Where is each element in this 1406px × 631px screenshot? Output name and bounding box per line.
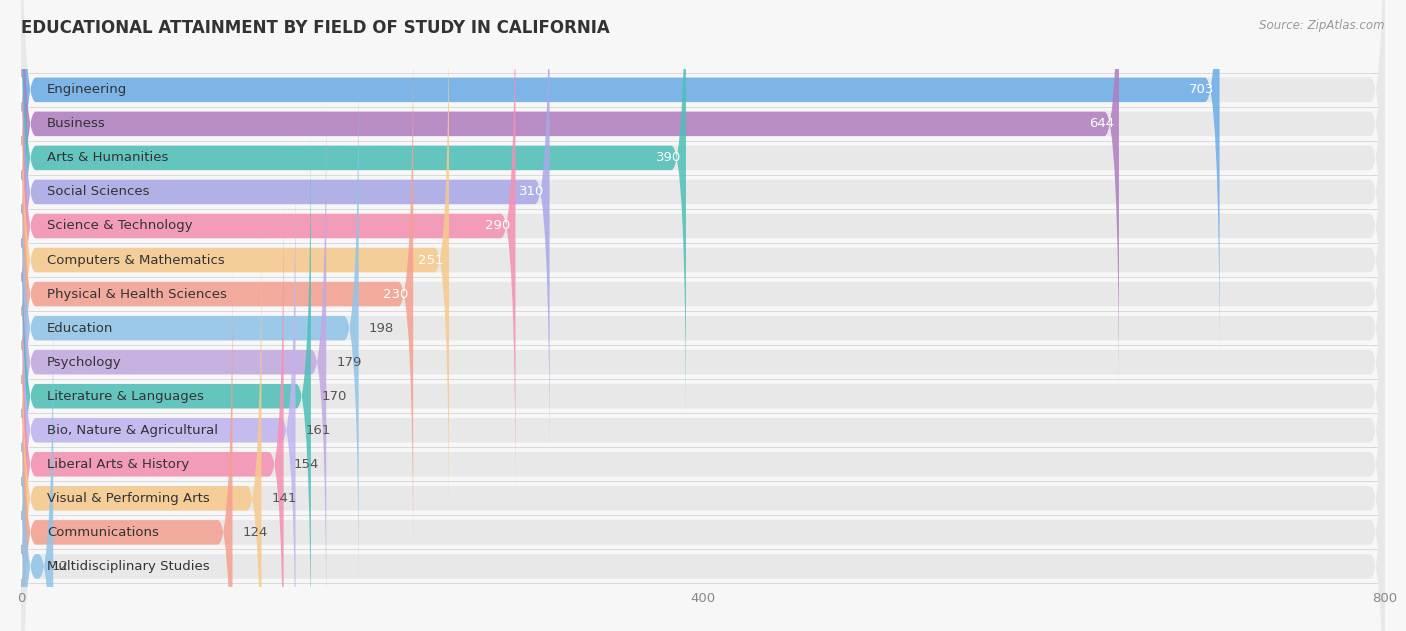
Text: Business: Business bbox=[48, 117, 105, 131]
FancyBboxPatch shape bbox=[21, 0, 1385, 437]
FancyBboxPatch shape bbox=[21, 83, 1385, 631]
Text: 251: 251 bbox=[419, 254, 444, 266]
FancyBboxPatch shape bbox=[21, 117, 1385, 631]
Text: Education: Education bbox=[48, 322, 114, 334]
Text: Engineering: Engineering bbox=[48, 83, 128, 97]
FancyBboxPatch shape bbox=[21, 287, 53, 631]
FancyBboxPatch shape bbox=[21, 0, 1385, 369]
Text: 230: 230 bbox=[382, 288, 408, 300]
Text: Bio, Nature & Agricultural: Bio, Nature & Agricultural bbox=[48, 424, 218, 437]
Text: Physical & Health Sciences: Physical & Health Sciences bbox=[48, 288, 226, 300]
FancyBboxPatch shape bbox=[21, 0, 1385, 471]
Text: 170: 170 bbox=[321, 390, 346, 403]
FancyBboxPatch shape bbox=[21, 151, 295, 631]
Text: Computers & Mathematics: Computers & Mathematics bbox=[48, 254, 225, 266]
FancyBboxPatch shape bbox=[21, 15, 413, 573]
Text: Source: ZipAtlas.com: Source: ZipAtlas.com bbox=[1260, 19, 1385, 32]
FancyBboxPatch shape bbox=[21, 0, 1385, 403]
Text: Literature & Languages: Literature & Languages bbox=[48, 390, 204, 403]
Text: Arts & Humanities: Arts & Humanities bbox=[48, 151, 169, 165]
Text: Communications: Communications bbox=[48, 526, 159, 539]
FancyBboxPatch shape bbox=[21, 49, 359, 607]
Text: Multidisciplinary Studies: Multidisciplinary Studies bbox=[48, 560, 209, 573]
Text: 390: 390 bbox=[655, 151, 681, 165]
Text: 124: 124 bbox=[243, 526, 269, 539]
Text: EDUCATIONAL ATTAINMENT BY FIELD OF STUDY IN CALIFORNIA: EDUCATIONAL ATTAINMENT BY FIELD OF STUDY… bbox=[21, 19, 610, 37]
Text: 644: 644 bbox=[1088, 117, 1114, 131]
FancyBboxPatch shape bbox=[21, 253, 232, 631]
FancyBboxPatch shape bbox=[21, 0, 686, 437]
FancyBboxPatch shape bbox=[21, 287, 1385, 631]
Text: Visual & Performing Arts: Visual & Performing Arts bbox=[48, 492, 209, 505]
Text: 12: 12 bbox=[52, 560, 69, 573]
FancyBboxPatch shape bbox=[21, 0, 1385, 505]
Text: Science & Technology: Science & Technology bbox=[48, 220, 193, 232]
Text: 154: 154 bbox=[294, 457, 319, 471]
FancyBboxPatch shape bbox=[21, 0, 1219, 369]
FancyBboxPatch shape bbox=[21, 0, 449, 540]
FancyBboxPatch shape bbox=[21, 0, 550, 471]
FancyBboxPatch shape bbox=[21, 15, 1385, 573]
FancyBboxPatch shape bbox=[21, 253, 1385, 631]
FancyBboxPatch shape bbox=[21, 185, 1385, 631]
FancyBboxPatch shape bbox=[21, 219, 1385, 631]
FancyBboxPatch shape bbox=[21, 83, 326, 631]
Text: Psychology: Psychology bbox=[48, 356, 122, 369]
Text: 198: 198 bbox=[368, 322, 394, 334]
FancyBboxPatch shape bbox=[21, 185, 284, 631]
Text: 141: 141 bbox=[271, 492, 297, 505]
FancyBboxPatch shape bbox=[21, 49, 1385, 607]
FancyBboxPatch shape bbox=[21, 0, 1119, 403]
Text: Liberal Arts & History: Liberal Arts & History bbox=[48, 457, 190, 471]
FancyBboxPatch shape bbox=[21, 0, 516, 505]
Text: 310: 310 bbox=[519, 186, 544, 199]
Text: Social Sciences: Social Sciences bbox=[48, 186, 149, 199]
FancyBboxPatch shape bbox=[21, 0, 1385, 540]
Text: 161: 161 bbox=[305, 424, 332, 437]
Text: 703: 703 bbox=[1189, 83, 1215, 97]
Text: 179: 179 bbox=[336, 356, 361, 369]
FancyBboxPatch shape bbox=[21, 219, 262, 631]
FancyBboxPatch shape bbox=[21, 117, 311, 631]
FancyBboxPatch shape bbox=[21, 151, 1385, 631]
Text: 290: 290 bbox=[485, 220, 510, 232]
